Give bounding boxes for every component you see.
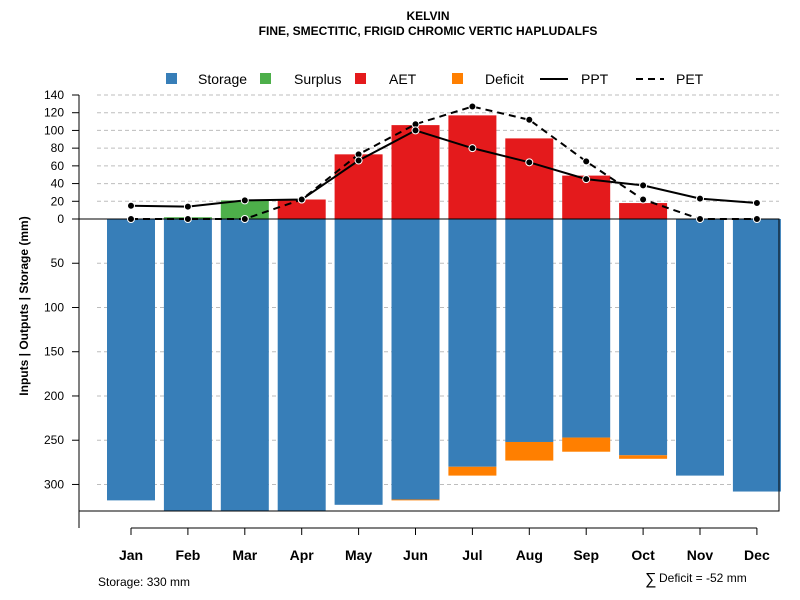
legend-label-storage: Storage — [198, 71, 247, 87]
aet-bar-jun — [391, 125, 440, 219]
y-tick-label: 140 — [44, 88, 64, 102]
x-tick-label-feb: Feb — [175, 547, 200, 563]
y-tick-label: 200 — [44, 389, 64, 403]
y-tick-label: 50 — [51, 256, 65, 270]
x-tick-label-jun: Jun — [403, 547, 428, 563]
aet-bar-may — [334, 154, 383, 219]
aet-bar-jul — [448, 115, 497, 219]
x-tick-label-oct: Oct — [631, 547, 655, 563]
x-tick-label-sep: Sep — [573, 547, 599, 563]
storage-bar-mar — [220, 219, 269, 511]
storage-bar-oct — [619, 219, 668, 456]
aet-bar-oct — [619, 203, 668, 219]
storage-bar-sep — [562, 219, 611, 438]
y-axis-label: Inputs | Outputs | Storage (mm) — [17, 216, 31, 395]
y-tick-label: 250 — [44, 433, 64, 447]
pet-point-jan — [127, 215, 135, 223]
pet-point-jul — [468, 102, 477, 111]
series-lines — [127, 102, 761, 223]
storage-bar-feb — [163, 219, 212, 511]
y-tick-label: 60 — [51, 159, 65, 173]
legend-swatch-surplus — [260, 73, 271, 84]
deficit-note: Deficit = -52 mm — [659, 571, 747, 585]
deficit-bar-sep — [562, 437, 611, 452]
legend-label-surplus: Surplus — [294, 71, 341, 87]
chart-title: KELVIN — [406, 9, 449, 23]
y-tick-label: 40 — [51, 177, 65, 191]
ppt-point-dec — [752, 199, 761, 208]
ppt-point-oct — [639, 181, 648, 190]
y-tick-label: 120 — [44, 106, 64, 120]
storage-note: Storage: 330 mm — [98, 575, 190, 589]
pet-point-feb — [183, 215, 192, 223]
y-axis: 0 20 40 60 80 100 120 140 50 100 150 200 250 300 — [44, 88, 80, 528]
storage-bar-jul — [448, 219, 497, 467]
legend-swatch-deficit — [452, 73, 463, 84]
storage-bar-apr — [277, 219, 326, 511]
pet-point-sep — [582, 157, 591, 166]
pet-point-dec — [752, 215, 761, 223]
bars — [107, 115, 781, 511]
x-tick-label-nov: Nov — [687, 547, 714, 563]
deficit-bar-jul — [448, 466, 497, 476]
x-tick-label-may: May — [345, 547, 372, 563]
legend-label-pet: PET — [676, 71, 704, 87]
x-tick-label-jul: Jul — [462, 547, 482, 563]
ppt-point-sep — [582, 175, 591, 184]
y-tick-label: 150 — [44, 345, 64, 359]
x-tick-label-aug: Aug — [516, 547, 543, 563]
pet-line — [131, 105, 757, 220]
ppt-point-may — [354, 156, 363, 165]
storage-bar-jan — [107, 219, 155, 501]
storage-bar-nov — [676, 219, 724, 476]
x-tick-label-jan: Jan — [119, 547, 143, 563]
deficit-bar-jun — [391, 499, 440, 501]
deficit-bar-oct — [619, 455, 668, 459]
legend: Storage Surplus AET Deficit PPT PET — [166, 71, 704, 87]
y-tick-label: 80 — [51, 141, 65, 155]
storage-bar-dec — [732, 219, 781, 492]
ppt-point-jun — [411, 126, 420, 135]
deficit-bar-aug — [505, 441, 554, 461]
y-tick-label: 20 — [51, 194, 65, 208]
y-tick-label: 100 — [44, 123, 64, 137]
chart-subtitle: FINE, SMECTITIC, FRIGID CHROMIC VERTIC H… — [259, 24, 598, 38]
storage-bar-aug — [505, 219, 554, 442]
ppt-point-mar — [240, 196, 249, 205]
pet-point-oct — [639, 195, 648, 204]
y-tick-label: 0 — [57, 212, 64, 226]
pet-point-mar — [240, 215, 249, 223]
ppt-point-nov — [696, 194, 704, 203]
x-tick-label-dec: Dec — [744, 547, 770, 563]
legend-label-deficit: Deficit — [485, 71, 524, 87]
x-axis: Jan Feb Mar Apr May Jun Jul Aug Sep Oct Nov Dec — [119, 527, 770, 563]
y-tick-label: 300 — [44, 477, 64, 491]
ppt-point-feb — [183, 202, 192, 211]
legend-label-ppt: PPT — [581, 71, 609, 87]
legend-swatch-storage — [166, 73, 177, 84]
storage-bar-jun — [391, 219, 440, 500]
aet-bar-aug — [505, 138, 554, 219]
ppt-point-aug — [525, 158, 534, 167]
legend-swatch-aet — [355, 73, 366, 84]
pet-point-aug — [525, 115, 534, 124]
legend-label-aet: AET — [389, 71, 417, 87]
x-tick-label-mar: Mar — [232, 547, 257, 563]
ppt-line — [130, 129, 757, 208]
pet-point-nov — [696, 215, 704, 223]
x-tick-label-apr: Apr — [290, 547, 315, 563]
y-tick-label: 100 — [44, 300, 64, 314]
sum-symbol: ∑ — [645, 571, 656, 588]
storage-bar-may — [334, 219, 383, 505]
ppt-point-apr — [297, 195, 306, 204]
ppt-point-jan — [127, 201, 135, 210]
ppt-point-jul — [468, 144, 477, 153]
